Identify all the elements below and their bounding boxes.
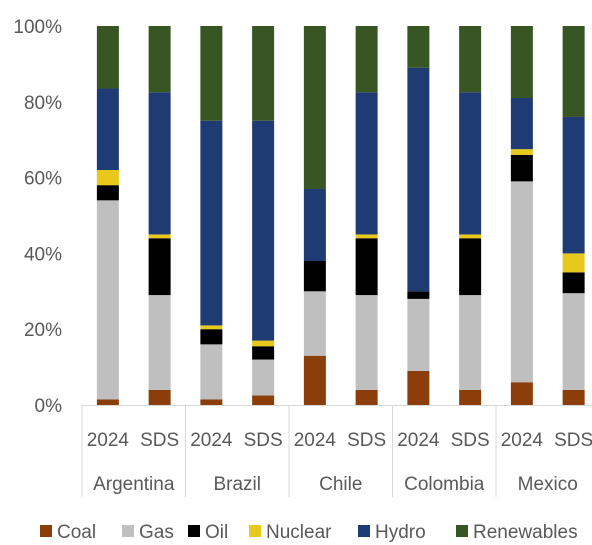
bar-stacks — [96, 26, 585, 405]
bar-segment-oil — [148, 238, 171, 296]
bar-segment-nuclear — [200, 325, 223, 330]
bar-segment-oil — [510, 154, 533, 182]
bar-segment-renewables — [303, 26, 326, 189]
bar-segment-oil — [303, 260, 326, 292]
legend-label-nuclear: Nuclear — [266, 522, 332, 543]
bar-segment-hydro — [562, 116, 585, 254]
bar-segment-renewables — [562, 26, 585, 117]
y-tick-label: 80% — [24, 93, 62, 114]
x-group-label: Mexico — [518, 474, 578, 495]
bar-segment-nuclear — [355, 234, 378, 239]
bar-segment-gas — [355, 295, 378, 390]
bar-segment-nuclear — [510, 149, 533, 155]
x-category-label: SDS — [554, 430, 592, 451]
x-axis — [81, 405, 592, 497]
bar-segment-coal — [148, 389, 171, 405]
y-tick-label: 40% — [24, 244, 62, 265]
bar-segment-gas — [407, 298, 430, 371]
bar-segment-renewables — [459, 26, 482, 93]
bar-segment-oil — [407, 291, 430, 299]
bar-segment-oil — [96, 185, 119, 201]
bar-segment-renewables — [200, 26, 223, 121]
bar-segment-renewables — [510, 26, 533, 99]
legend-swatch-oil — [188, 525, 200, 537]
bar-segment-coal — [96, 399, 119, 405]
x-category-label: 2024 — [397, 430, 440, 451]
bar-segment-hydro — [510, 98, 533, 150]
bar-segment-hydro — [303, 188, 326, 261]
legend-swatch-renewables — [456, 525, 468, 537]
x-category-label: 2024 — [501, 430, 544, 451]
bar-segment-renewables — [252, 26, 275, 121]
y-tick-label: 0% — [35, 396, 63, 417]
bar-segment-hydro — [200, 120, 223, 326]
bar-segment-nuclear — [96, 170, 119, 186]
bar-segment-coal — [303, 355, 326, 405]
x-category-label: SDS — [347, 430, 386, 451]
legend-swatch-gas — [122, 525, 134, 537]
bar-segment-gas — [148, 295, 171, 390]
bar-segment-oil — [252, 346, 275, 360]
bar-segment-gas — [303, 291, 326, 356]
bar-segment-oil — [562, 272, 585, 294]
legend-label-coal: Coal — [57, 522, 96, 543]
bar-segment-oil — [200, 329, 223, 345]
bar-segment-coal — [355, 389, 378, 405]
bar-segment-nuclear — [459, 234, 482, 239]
y-tick-label: 100% — [13, 17, 62, 38]
bar-segment-hydro — [96, 88, 119, 171]
x-category-label: SDS — [140, 430, 179, 451]
bar-segment-oil — [459, 238, 482, 296]
bar-segment-nuclear — [148, 234, 171, 239]
y-tick-label: 20% — [24, 320, 62, 341]
legend-label-oil: Oil — [205, 522, 228, 543]
x-group-label: Colombia — [404, 474, 485, 495]
bar-segment-oil — [355, 238, 378, 296]
legend-label-hydro: Hydro — [375, 522, 426, 543]
bar-segment-hydro — [252, 120, 275, 341]
bar-segment-renewables — [355, 26, 378, 93]
legend: Coal Gas Oil Nuclear Hydro Renewables — [40, 522, 578, 543]
bar-segment-renewables — [148, 26, 171, 93]
bar-segment-renewables — [407, 26, 430, 68]
x-group-label: Brazil — [213, 474, 261, 495]
legend-swatch-hydro — [358, 525, 370, 537]
bar-segment-renewables — [96, 26, 119, 89]
x-category-label: 2024 — [190, 430, 233, 451]
x-axis-labels: 2024 SDS Argentina 2024 SDS Brazil 2024 SDS Chil… — [87, 430, 592, 495]
bar-segment-gas — [510, 181, 533, 383]
y-tick-label: 60% — [24, 169, 62, 190]
bar-segment-coal — [459, 389, 482, 405]
bar-segment-gas — [459, 295, 482, 390]
bar-segment-gas — [96, 200, 119, 400]
legend-swatch-coal — [40, 525, 52, 537]
legend-swatch-nuclear — [249, 525, 261, 537]
bar-segment-coal — [252, 395, 275, 405]
bar-segment-nuclear — [252, 340, 275, 347]
x-category-label: 2024 — [87, 430, 130, 451]
bar-segment-coal — [407, 370, 430, 405]
bar-segment-coal — [562, 389, 585, 405]
x-category-label: SDS — [244, 430, 283, 451]
x-group-label: Argentina — [93, 474, 175, 495]
bar-segment-hydro — [407, 67, 430, 292]
bar-segment-hydro — [459, 92, 482, 235]
bar-segment-gas — [200, 344, 223, 400]
bar-segment-coal — [510, 382, 533, 405]
bar-segment-gas — [562, 293, 585, 390]
bar-segment-coal — [200, 399, 223, 405]
x-group-label: Chile — [319, 474, 362, 495]
legend-label-gas: Gas — [139, 522, 174, 543]
bar-segment-gas — [252, 359, 275, 396]
bar-segment-hydro — [148, 92, 171, 235]
bar-segment-nuclear — [562, 253, 585, 273]
legend-label-renewables: Renewables — [473, 522, 578, 543]
y-axis-tick-labels: 0% 20% 40% 60% 80% 100% — [13, 17, 62, 417]
x-category-label: SDS — [451, 430, 490, 451]
bar-segment-hydro — [355, 92, 378, 235]
x-category-label: 2024 — [294, 430, 337, 451]
